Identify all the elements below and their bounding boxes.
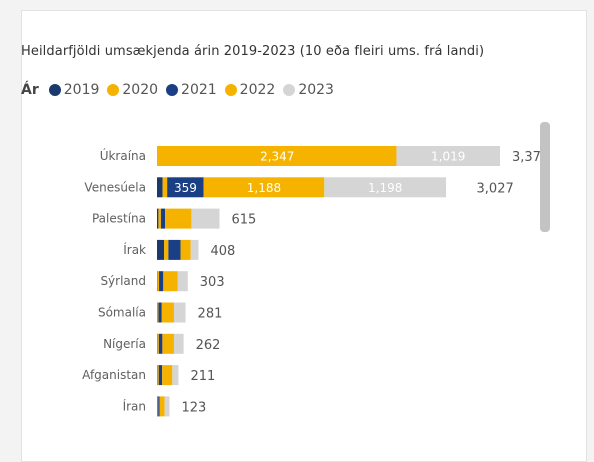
legend-dot-2019 xyxy=(48,84,61,96)
vertical-scrollbar[interactable] xyxy=(540,122,550,232)
bar-segment xyxy=(164,239,169,260)
segment-label: 1,019 xyxy=(431,150,465,164)
bar-segment xyxy=(167,177,204,198)
total-label: 3,376 xyxy=(512,150,549,165)
legend-label-2020: 2020 xyxy=(122,82,159,98)
bar-segment xyxy=(191,208,220,229)
bar-segment xyxy=(158,302,162,323)
bar-segment xyxy=(157,396,158,417)
category-label: Sýrland xyxy=(100,274,146,288)
category-label: Venesúela xyxy=(84,180,146,194)
total-label: 281 xyxy=(198,307,223,322)
total-label: 262 xyxy=(196,338,221,353)
bar-segment xyxy=(162,177,168,198)
category-label: Afganistan xyxy=(82,368,146,382)
legend: Ár 2019 2020 2021 2022 2023 xyxy=(21,80,342,100)
legend-item-2020[interactable]: 2020 xyxy=(107,82,158,98)
bar-segment xyxy=(177,271,188,292)
chart-title: Heildarfjöldi umsækjenda árin 2019-2023 … xyxy=(21,44,485,59)
bar-segment xyxy=(157,302,159,323)
bar-segment xyxy=(203,177,325,198)
bar-segment xyxy=(157,333,159,354)
legend-label-2022: 2022 xyxy=(239,82,276,98)
segment-label: 1,198 xyxy=(368,181,402,195)
bar-segment xyxy=(157,271,160,292)
bar-segment xyxy=(180,239,191,260)
bar-segment xyxy=(157,365,159,386)
bar-segment xyxy=(157,239,165,260)
bar-segment xyxy=(157,396,159,417)
total-label: 615 xyxy=(231,213,256,228)
bar-segment xyxy=(396,146,500,166)
bar-segment xyxy=(159,396,165,417)
bar-segment xyxy=(158,208,161,229)
segment-label: 359 xyxy=(174,181,197,195)
bar-segment xyxy=(172,365,179,386)
total-label: 211 xyxy=(190,369,215,384)
legend-item-2019[interactable]: 2019 xyxy=(48,82,100,98)
legend-item-2023[interactable]: 2023 xyxy=(283,82,334,98)
category-label: Úkraína xyxy=(100,148,146,163)
total-label: 3,027 xyxy=(477,181,514,196)
bar-segment xyxy=(324,177,447,198)
legend-label-2019: 2019 xyxy=(63,82,100,98)
bar-segment xyxy=(159,271,164,292)
category-label: Íran xyxy=(123,398,146,413)
bar-segment xyxy=(173,333,184,354)
bar-segment xyxy=(168,239,181,260)
total-label: 303 xyxy=(200,275,225,290)
bar-segment xyxy=(157,146,159,166)
category-label: Írak xyxy=(123,242,146,257)
bar-segment xyxy=(163,271,178,292)
bar-segment xyxy=(158,365,163,386)
category-label: Sómalía xyxy=(98,306,146,320)
bar-segment xyxy=(160,208,166,229)
bar-segment xyxy=(158,146,397,166)
category-label: Nígería xyxy=(103,337,146,351)
bar-segment xyxy=(158,396,160,417)
bar-segment xyxy=(165,208,192,229)
legend-dot-2020 xyxy=(107,84,120,96)
legend-item-2022[interactable]: 2022 xyxy=(224,82,276,98)
legend-title: Ár xyxy=(21,82,39,98)
segment-label: 1,188 xyxy=(247,181,281,195)
bar-segment xyxy=(157,208,159,229)
segment-label: 2,347 xyxy=(260,150,294,164)
legend-dot-2021 xyxy=(166,84,179,96)
bar-segment xyxy=(157,177,163,198)
total-label: 408 xyxy=(210,244,235,259)
bar-segment xyxy=(173,302,186,323)
total-label: 123 xyxy=(181,400,206,415)
category-label: Palestína xyxy=(92,212,146,226)
legend-label-2023: 2023 xyxy=(298,82,334,98)
legend-item-2021[interactable]: 2021 xyxy=(166,82,217,98)
bar-segment xyxy=(161,302,174,323)
bar-segment xyxy=(162,365,173,386)
legend-label-2021: 2021 xyxy=(181,82,217,98)
legend-dot-2023 xyxy=(283,84,296,96)
legend-dot-2022 xyxy=(224,84,237,96)
bar-segment xyxy=(190,239,199,260)
bar-segment xyxy=(158,333,163,354)
bar-segment xyxy=(164,396,170,417)
bar-segment xyxy=(162,333,174,354)
